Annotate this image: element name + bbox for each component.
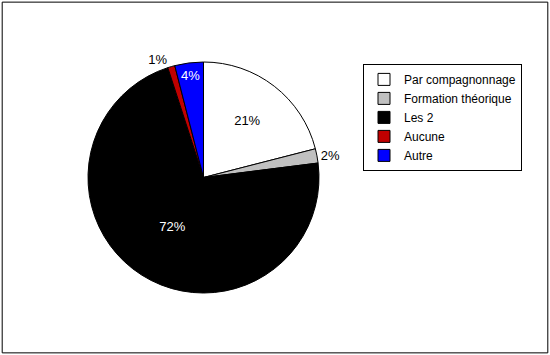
svg-text:Les 2: Les 2	[404, 111, 434, 125]
svg-text:Par compagnonnage: Par compagnonnage	[404, 73, 516, 87]
svg-text:72%: 72%	[159, 219, 185, 234]
svg-text:2%: 2%	[321, 148, 340, 163]
svg-text:Autre: Autre	[404, 149, 433, 163]
svg-text:1%: 1%	[148, 52, 167, 67]
svg-text:4%: 4%	[181, 68, 200, 83]
svg-text:Formation théorique: Formation théorique	[404, 92, 512, 106]
svg-text:21%: 21%	[234, 113, 260, 128]
svg-text:Aucune: Aucune	[404, 130, 445, 144]
